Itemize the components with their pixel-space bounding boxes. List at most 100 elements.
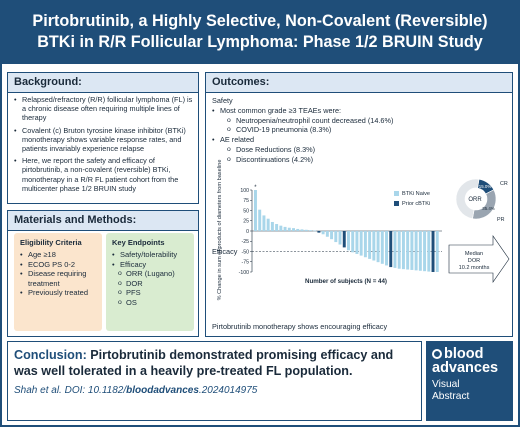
- background-bullet: Covalent (c) Bruton tyrosine kinase inhi…: [14, 126, 194, 154]
- bar: [313, 230, 317, 232]
- efficacy-label: Efficacy: [212, 247, 238, 256]
- background-list: Relapsed/refractory (R/R) follicular lym…: [14, 95, 194, 196]
- bar: [389, 231, 393, 268]
- bar: [334, 231, 338, 243]
- outcomes-panel: Outcomes: Safety Most common grade ≥3 TE…: [205, 72, 513, 337]
- bar: [376, 231, 380, 263]
- page-header: Pirtobrutinib, a Highly Selective, Non-C…: [2, 2, 518, 64]
- background-bullet: Relapsed/refractory (R/R) follicular lym…: [14, 95, 194, 123]
- safety-subitem: Neutropenia/neutrophil count decreased (…: [212, 116, 508, 126]
- conclusion-text: Conclusion: Pirtobrutinib demonstrated p…: [14, 347, 415, 379]
- ae-subitem: Dose Reductions (8.3%): [212, 145, 508, 155]
- citation[interactable]: Shah et al. DOI: 10.1182/bloodadvances.2…: [14, 384, 415, 398]
- logo-line-4: Abstract: [432, 391, 470, 402]
- bar: [359, 231, 363, 256]
- eligibility-item: Disease requiring treatment: [20, 269, 102, 288]
- bar: [258, 209, 262, 231]
- endpoint-item: Safety/tolerability: [112, 250, 194, 260]
- methods-panel: Materials and Methods: Eligibility Crite…: [7, 210, 199, 337]
- outcomes-title: Outcomes:: [206, 73, 512, 93]
- bar: [347, 231, 350, 251]
- bar-group: *: [254, 185, 439, 272]
- callout-line-1: Median: [465, 251, 483, 257]
- bar: [363, 231, 367, 258]
- background-title: Background:: [8, 73, 198, 93]
- bar: [397, 231, 401, 269]
- bar: [406, 231, 410, 270]
- endpoint-subitem: DOR: [112, 279, 194, 289]
- bar: [368, 231, 372, 259]
- title-line-2: BTKi in R/R Follicular Lymphoma: Phase 1…: [37, 33, 483, 51]
- bar: [296, 228, 300, 231]
- endpoints-box: Key Endpoints Safety/tolerability Effica…: [106, 233, 194, 331]
- bar: [283, 226, 287, 231]
- citation-suffix: .2024014975: [198, 385, 258, 396]
- y-tick-label: 0: [246, 229, 249, 235]
- journal-logo: blood advances Visual Abstract: [426, 341, 513, 421]
- conclusion-box: Conclusion: Pirtobrutinib demonstrated p…: [7, 341, 422, 421]
- bar: [279, 225, 283, 231]
- chart-legend: BTKi Naive Prior cBTKi: [394, 191, 430, 207]
- callout-line-2: DOR: [468, 258, 480, 264]
- bar: [338, 231, 342, 245]
- endpoint-subitem: OS: [112, 298, 194, 308]
- background-panel: Background: Relapsed/refractory (R/R) fo…: [7, 72, 199, 204]
- bar: [418, 231, 422, 271]
- donut-pr-label: PR: [497, 217, 505, 223]
- safety-subitem: COVID-19 pneumonia (8.3%): [212, 125, 508, 135]
- y-tick-label: -75: [242, 260, 250, 266]
- safety-section: Safety Most common grade ≥3 TEAEs were: …: [212, 96, 508, 165]
- bar: [385, 231, 389, 266]
- orr-donut: 15.0% 35.4%ORR CR PR: [455, 178, 508, 223]
- y-axis-label: % Change in sum of products of diameters…: [217, 160, 223, 301]
- endpoint-item: Efficacy: [112, 260, 194, 270]
- legend-label: Prior cBTKi: [402, 201, 430, 207]
- callout-line-3: 10.2 months: [459, 265, 490, 271]
- bar: [435, 231, 439, 272]
- donut-value-label: 35.4%: [482, 206, 495, 211]
- logo-line-3: Visual: [432, 379, 460, 390]
- y-tick-label: 100: [240, 188, 249, 194]
- bar: [431, 231, 435, 272]
- logo-line-2: advances: [432, 360, 499, 376]
- ae-bullet: AE related: [212, 135, 508, 145]
- bar: [423, 231, 427, 272]
- bar: [321, 231, 325, 235]
- bar: [351, 231, 355, 253]
- bar: [342, 231, 346, 248]
- eligibility-box: Eligibility Criteria Age ≥18 ECOG PS 0-2…: [14, 233, 102, 331]
- donut-segment: [455, 178, 480, 220]
- bar: [372, 231, 376, 261]
- y-tick-label: 25: [243, 219, 249, 225]
- x-axis-label: Number of subjects (N = 44): [305, 278, 387, 285]
- conclusion-label: Conclusion:: [14, 348, 87, 362]
- bar: [254, 190, 257, 231]
- methods-title: Materials and Methods:: [8, 211, 198, 231]
- eligibility-item: Previously treated: [20, 288, 102, 298]
- title-line-1: Pirtobrutinib, a Highly Selective, Non-C…: [32, 12, 488, 30]
- bar: [262, 215, 266, 231]
- bar: [287, 227, 291, 231]
- eligibility-item: ECOG PS 0-2: [20, 260, 102, 270]
- y-tick-label: -25: [242, 239, 250, 245]
- donut-value-label: 15.0%: [479, 184, 492, 189]
- bar-marker: *: [254, 185, 257, 191]
- eligibility-title: Eligibility Criteria: [20, 238, 82, 247]
- y-tick-label: 50: [243, 208, 249, 214]
- bar: [317, 231, 321, 233]
- citation-journal: bloodadvances: [126, 385, 199, 396]
- bar: [410, 231, 414, 270]
- bar: [380, 231, 384, 264]
- waterfall-chart: % Change in sum of products of diameters…: [217, 160, 510, 301]
- efficacy-footnote: Pirtobrutinib monotherapy shows encourag…: [212, 322, 388, 331]
- bar: [355, 231, 359, 254]
- donut-cr-label: CR: [500, 181, 508, 187]
- endpoints-title: Key Endpoints: [112, 238, 165, 247]
- blood-drop-icon: [432, 349, 442, 359]
- bar: [414, 231, 418, 271]
- bar: [325, 231, 329, 237]
- callout-arrow: [448, 235, 510, 283]
- safety-label: Safety: [212, 96, 233, 105]
- bar: [300, 229, 304, 231]
